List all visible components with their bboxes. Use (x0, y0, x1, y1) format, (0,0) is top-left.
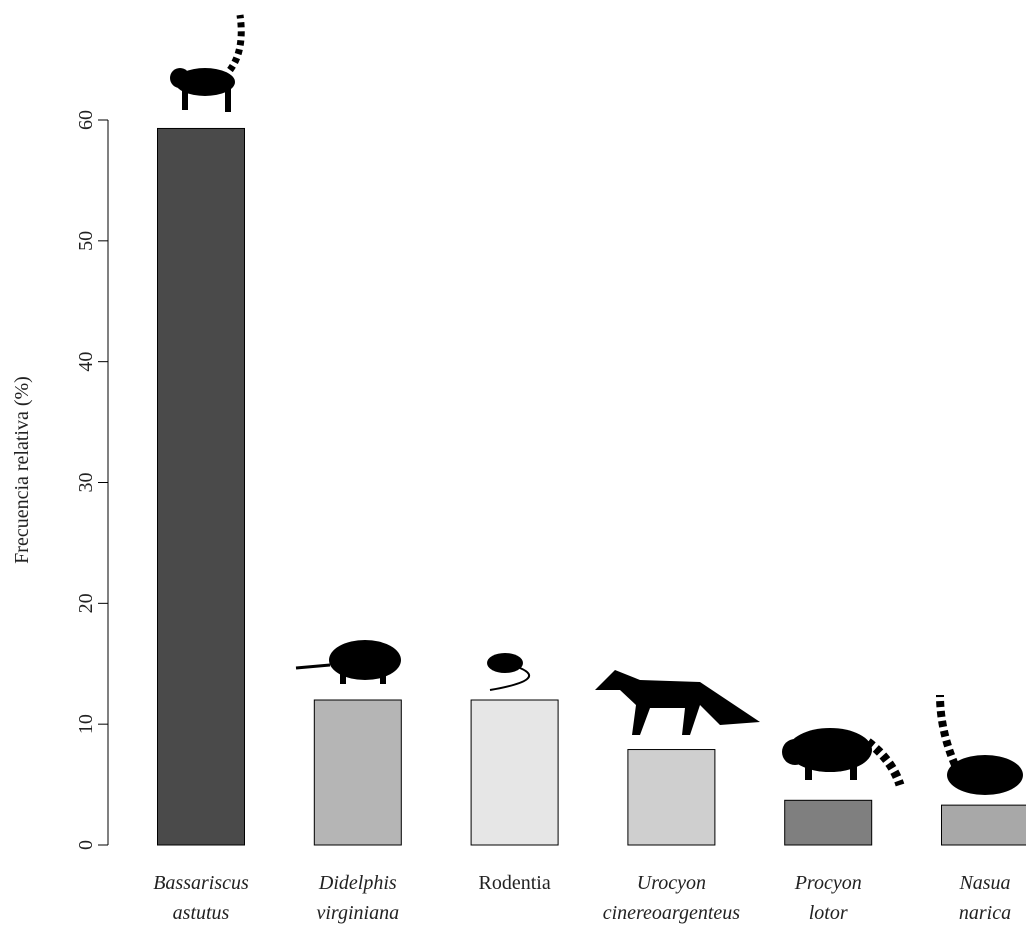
x-tick-label: astutus (173, 902, 230, 924)
y-tick-label: 20 (75, 593, 97, 613)
bar (784, 799, 873, 846)
y-tick-label: 40 (75, 352, 97, 372)
y-tick-label: 50 (75, 231, 97, 251)
x-tick-label: Urocyon (637, 872, 706, 894)
x-tick-label: cinereoargenteus (603, 902, 741, 924)
y-tick-label: 30 (75, 473, 97, 493)
x-tick-label: Procyon (794, 872, 862, 894)
bar (941, 804, 1026, 846)
x-tick-label: Rodentia (478, 872, 550, 894)
bar (470, 699, 559, 846)
y-tick-label: 0 (75, 840, 97, 850)
bar (627, 749, 716, 846)
x-tick-label: Didelphis (318, 872, 397, 894)
y-tick-label: 10 (75, 714, 97, 734)
bar (313, 699, 402, 846)
x-tick-label: Bassariscus (153, 872, 249, 894)
x-tick-label: lotor (809, 902, 848, 924)
x-tick-label: Nasua (958, 872, 1010, 894)
x-tick-label: narica (959, 902, 1011, 924)
y-axis-label: Frecuencia relativa (%) (11, 376, 33, 564)
x-tick-label: virginiana (317, 902, 400, 924)
bar (157, 127, 245, 846)
silhouettes (170, 14, 1023, 795)
y-tick-label: 60 (75, 110, 97, 130)
